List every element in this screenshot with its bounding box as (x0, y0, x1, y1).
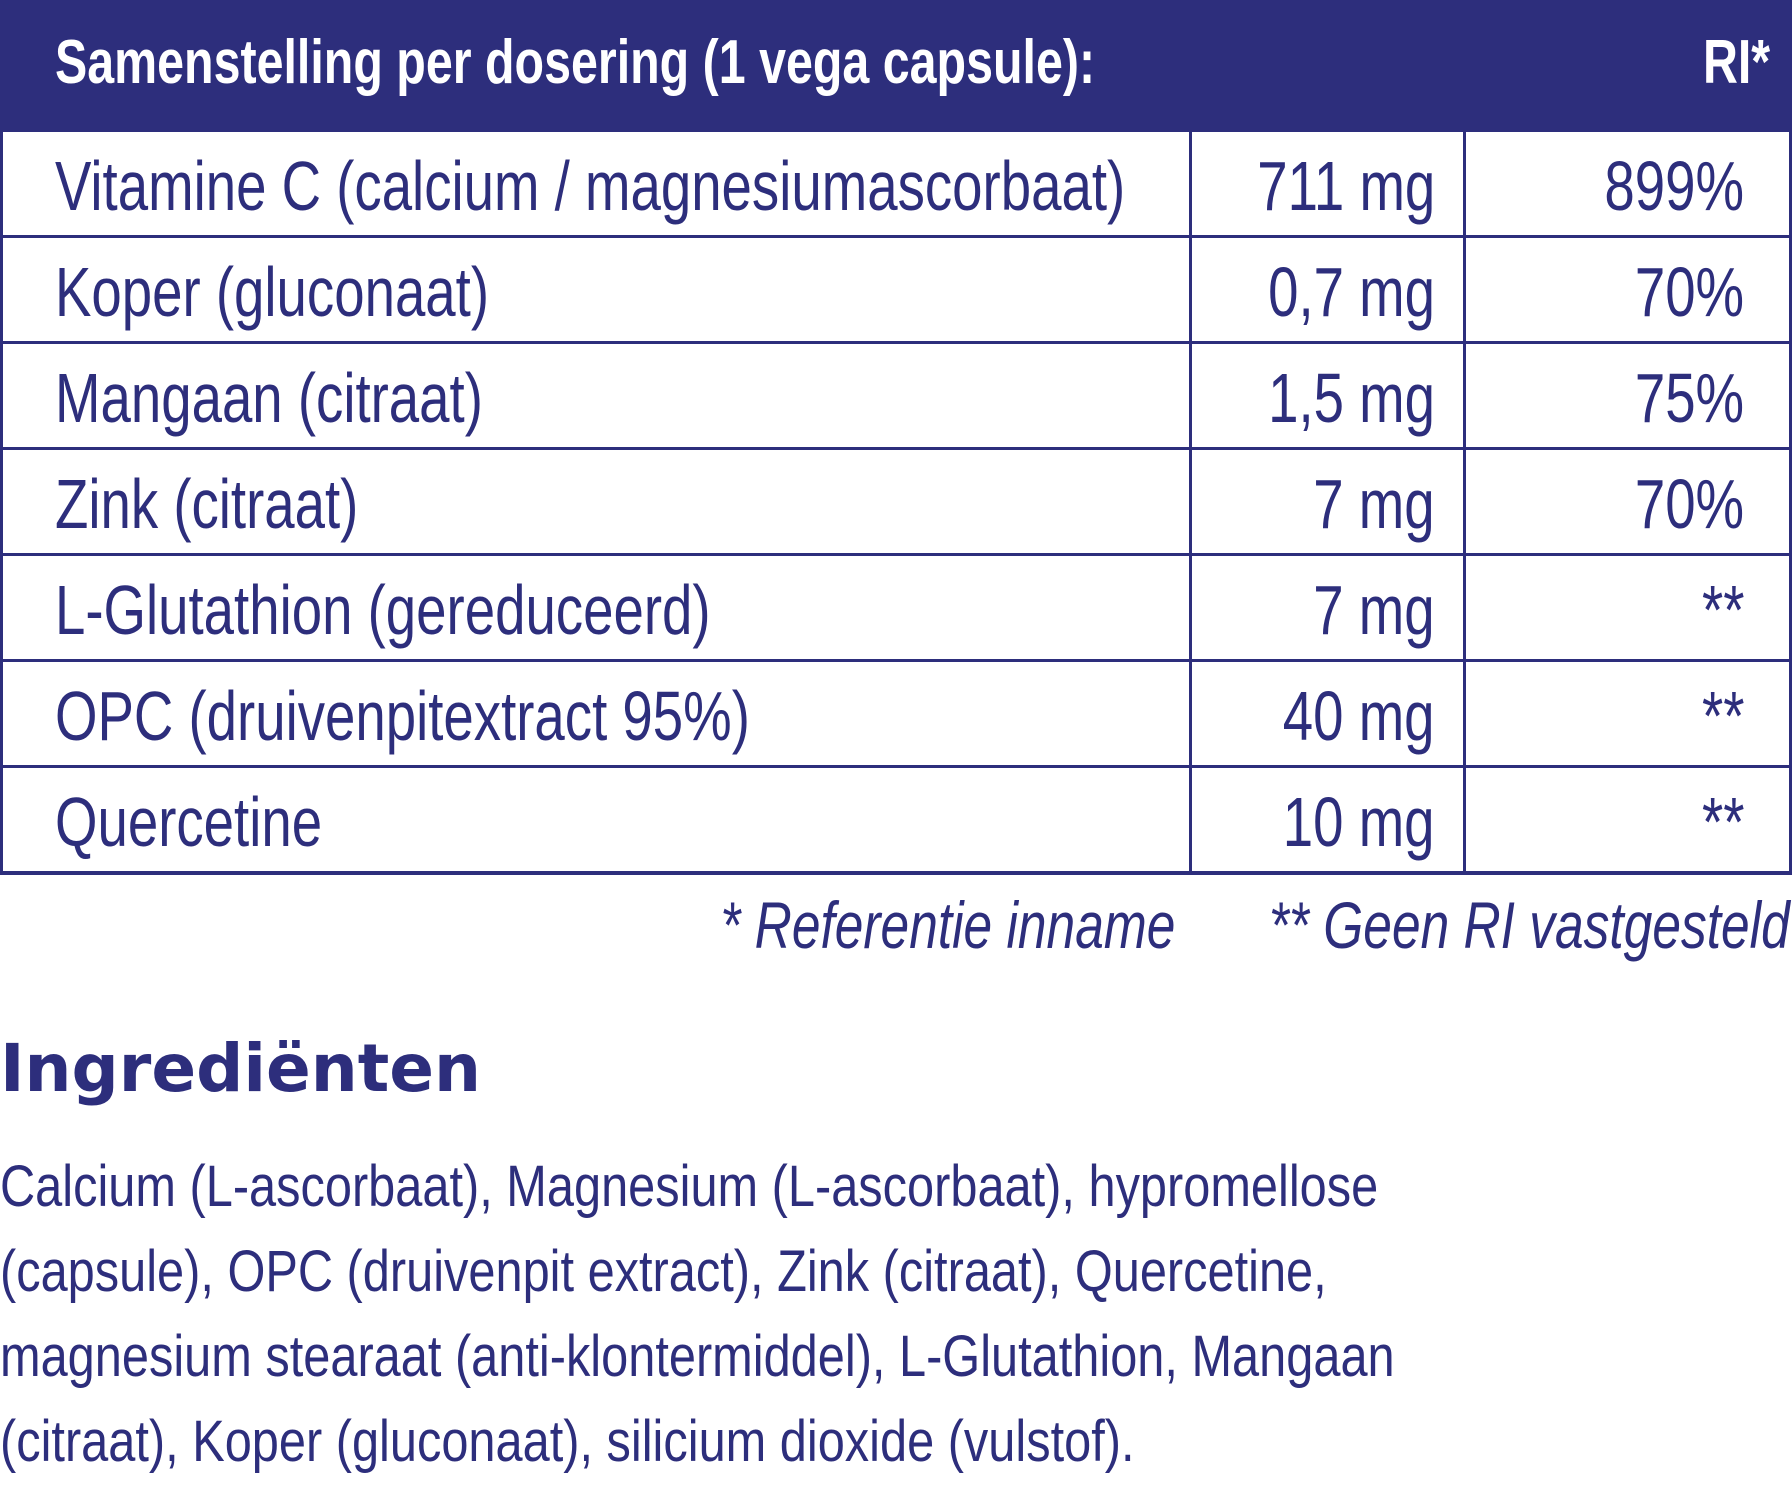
nutrient-name: Zink (citraat) (55, 465, 359, 543)
footnote: ** Geen RI vastgesteld (1269, 888, 1790, 962)
nutrient-ri: 75% (1634, 359, 1744, 437)
ingredients-line: magnesium stearaat (anti-klontermiddel),… (0, 1324, 1395, 1389)
section-title: Ingrediënten (0, 1030, 482, 1107)
nutrient-amount: 7 mg (1313, 465, 1435, 543)
nutrient-amount: 7 mg (1313, 571, 1435, 649)
ingredients-line: Calcium (L-ascorbaat), Magnesium (L-asco… (0, 1154, 1379, 1219)
nutrient-ri: ** (1701, 677, 1744, 755)
header-label: RI* (1702, 28, 1770, 97)
nutrient-name: OPC (druivenpitextract 95%) (55, 677, 750, 755)
nutrient-amount: 40 mg (1283, 677, 1435, 755)
ingredients-line: (capsule), OPC (druivenpit extract), Zin… (0, 1239, 1327, 1304)
nutrient-ri: ** (1701, 571, 1744, 649)
nutrient-amount: 711 mg (1256, 147, 1435, 225)
ingredients-line: (citraat), Koper (gluconaat), silicium d… (0, 1409, 1135, 1474)
nutrient-ri: 899% (1604, 147, 1744, 225)
header-label: Samenstelling per dosering (1 vega capsu… (55, 28, 1096, 97)
footnote: * Referentie inname (719, 888, 1175, 962)
nutrient-name: L-Glutathion (gereduceerd) (55, 571, 711, 649)
nutrient-ri: 70% (1634, 465, 1744, 543)
nutrient-amount: 10 mg (1283, 783, 1435, 861)
nutrient-ri: 70% (1634, 253, 1744, 331)
nutrient-name: Mangaan (citraat) (55, 359, 483, 437)
table-header (0, 0, 1792, 131)
nutrient-name: Koper (gluconaat) (55, 253, 490, 331)
nutrient-name: Quercetine (55, 783, 323, 861)
nutrient-amount: 0,7 mg (1268, 253, 1435, 331)
table-border (0, 0, 1792, 875)
nutrient-name: Vitamine C (calcium / magnesiumascorbaat… (55, 147, 1126, 225)
nutrient-ri: ** (1701, 783, 1744, 861)
nutrient-amount: 1,5 mg (1268, 359, 1435, 437)
